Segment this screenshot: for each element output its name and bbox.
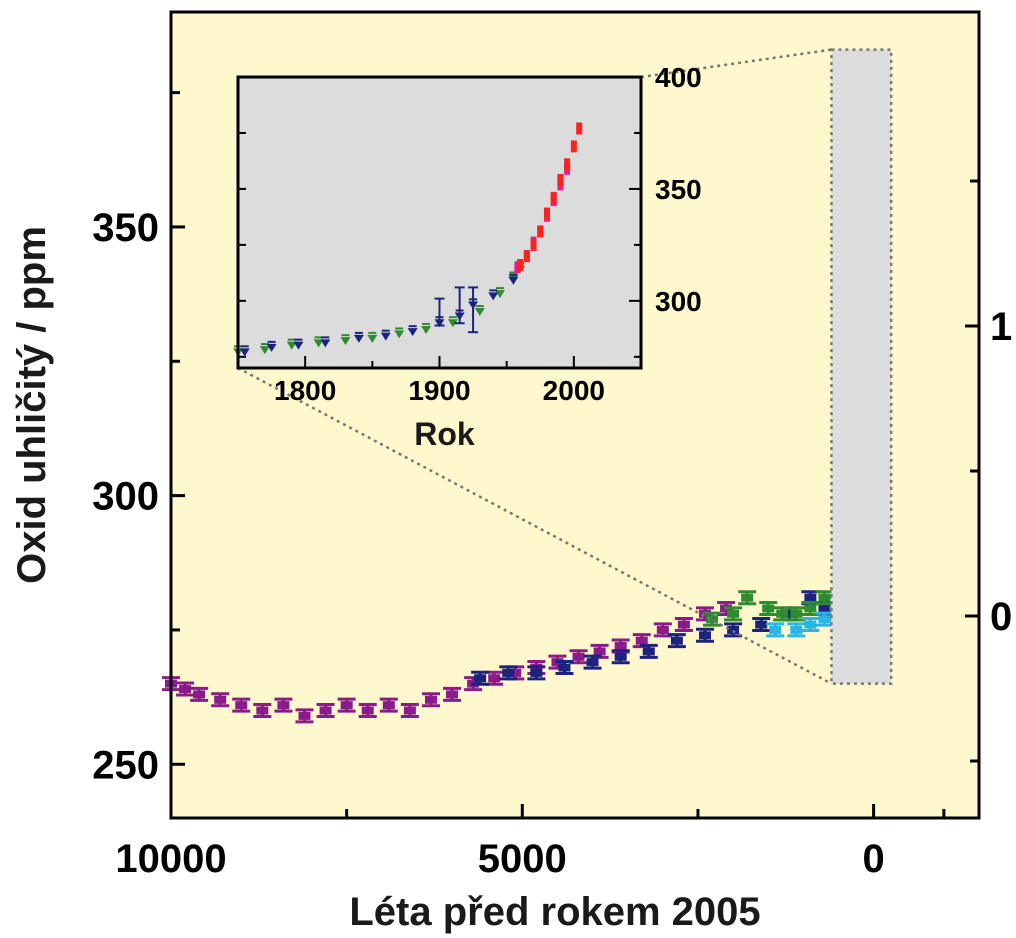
x-tick-label-0: 10000: [115, 837, 226, 881]
main-point-s0-3: [211, 692, 230, 708]
inset-point-s3-2: [530, 238, 537, 251]
inset-point-s3-5: [550, 191, 557, 204]
inset-x-tick-label-1: 1900: [408, 375, 470, 406]
inset-point-s1-5: [380, 329, 391, 341]
main-point-s3-1: [787, 622, 806, 638]
inset-point-s3-6: [557, 173, 564, 186]
inset-point-s0-8: [447, 316, 458, 328]
inset-y-tick-label-1: 350: [655, 174, 702, 205]
main-point-s1-1: [499, 665, 518, 681]
inset-point-s0-9: [474, 305, 485, 317]
inset-y-tick-label-2: 400: [655, 62, 702, 93]
y2-tick-label-1: 1: [990, 305, 1012, 349]
main-point-s0-13: [421, 692, 440, 708]
y-tick-label-1: 300: [92, 475, 159, 519]
inset-point-s0-5: [367, 331, 378, 343]
main-axis-ticks: 10000 5000 0 250 300 350 0 1: [92, 91, 1012, 881]
zoom-indicator: [237, 48, 893, 685]
main-point-s1-2: [527, 665, 546, 681]
inset-point-s1-0: [239, 345, 250, 357]
inset-point-s1-6: [407, 325, 418, 337]
inset-point-s1-3: [320, 336, 331, 348]
main-point-s2-3: [759, 600, 778, 616]
main-point-s0-8: [316, 703, 335, 719]
zoom-region-box: [830, 48, 893, 685]
inset-point-s3-4: [543, 207, 550, 220]
y-tick-label-0: 250: [92, 743, 159, 787]
inset-x-axis-label: Rok: [414, 416, 475, 452]
x-axis-label: Léta před rokem 2005: [349, 890, 760, 934]
inset-y-tick-label-0: 300: [655, 286, 702, 317]
inset-point-s3-0: [517, 259, 524, 272]
inset-point-s0-6: [394, 327, 405, 339]
main-point-s3-3: [815, 611, 834, 627]
main-point-s1-6: [639, 643, 658, 659]
main-point-s0-14: [443, 686, 462, 702]
main-point-s1-0: [471, 670, 490, 686]
main-point-s0-11: [379, 697, 398, 713]
main-point-s2-0: [703, 611, 722, 627]
main-point-s0-1: [176, 681, 195, 697]
main-point-s1-8: [695, 627, 714, 643]
main-point-s1-3: [555, 660, 574, 676]
inset-point-s3-3: [537, 225, 544, 238]
main-plot-frame: [169, 10, 981, 820]
main-point-s0-7: [295, 708, 314, 724]
inset-point-s0-7: [421, 322, 432, 334]
main-point-s0-12: [400, 703, 419, 719]
main-point-s0-4: [232, 697, 251, 713]
inset-point-s1-1: [266, 340, 277, 352]
inset-point-s1-11: [508, 273, 519, 285]
inset-error-bar-1: [454, 286, 465, 325]
zoom-connector-bottom: [237, 366, 833, 685]
main-point-s0-25: [674, 617, 693, 633]
main-point-s3-2: [801, 617, 820, 633]
inset-point-s1-10: [488, 289, 499, 301]
inset-point-s0-3: [313, 336, 324, 348]
inset-point-s0-2: [286, 338, 297, 350]
inset-x-tick-label-0: 1800: [274, 375, 336, 406]
main-point-s1-4: [583, 654, 602, 670]
main-point-s0-9: [337, 697, 356, 713]
main-point-s1-7: [667, 633, 686, 649]
inset-point-s0-4: [340, 334, 351, 346]
main-point-s0-10: [358, 703, 377, 719]
inset-point-s3-1: [523, 250, 530, 263]
y2-tick-label-0: 0: [990, 595, 1012, 639]
main-point-s2-2: [738, 590, 757, 606]
inset-point-s0-10: [494, 287, 505, 299]
inset-error-bar-0: [434, 297, 445, 327]
main-point-s1-5: [611, 649, 630, 665]
main-point-s2-1: [724, 606, 743, 622]
main-point-s1-10: [752, 617, 771, 633]
inset-error-bar-2: [468, 286, 479, 334]
y-tick-label-2: 350: [92, 206, 159, 250]
inset-point-s3-9: [576, 122, 583, 135]
x-tick-label-1: 5000: [478, 837, 567, 881]
inset-x-tick-label-2: 2000: [543, 375, 605, 406]
main-point-s0-6: [274, 697, 293, 713]
inset-plot: 1800 1900 2000 300 350 400: [233, 62, 702, 406]
main-point-s3-0: [766, 622, 785, 638]
main-point-s0-5: [253, 703, 272, 719]
inset-point-s1-2: [293, 338, 304, 350]
y-axis-label: Oxid uhličitý / ppm: [10, 226, 54, 584]
main-point-s0-2: [190, 686, 209, 702]
inset-point-s1-4: [353, 331, 364, 343]
inset-point-s3-7: [564, 158, 571, 171]
x-tick-label-2: 0: [862, 837, 884, 881]
inset-point-s3-8: [570, 140, 577, 153]
